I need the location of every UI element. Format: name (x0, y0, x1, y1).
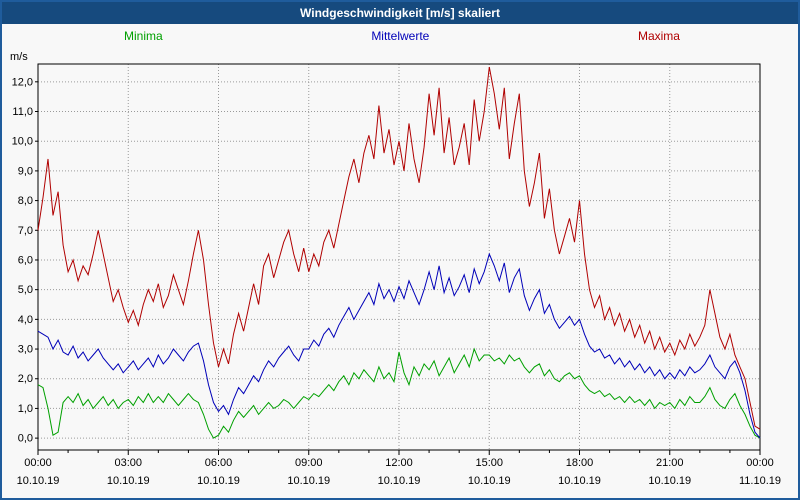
series-mittelwerte-line (37, 252, 761, 439)
legend-minima: Minima (124, 29, 163, 43)
x-tick-time-label: 12:00 (385, 457, 413, 469)
y-tick-label: 1,0 (18, 403, 33, 415)
x-tick-time-label: 18:00 (566, 457, 594, 469)
y-tick-label: 5,0 (18, 284, 33, 296)
y-tick-label: 7,0 (18, 225, 33, 237)
x-tick-date-label: 10.10.19 (468, 475, 511, 487)
x-tick-date-label: 10.10.19 (648, 475, 691, 487)
series-lines (37, 66, 761, 439)
legend-maxima: Maxima (637, 29, 680, 43)
x-tick-time-label: 21:00 (656, 457, 684, 469)
legend-mittelwerte: Mittelwerte (371, 29, 430, 43)
y-axis-unit-label: m/s (10, 51, 28, 63)
series-maxima-line (37, 66, 761, 430)
x-tick-date-label: 10.10.19 (378, 475, 421, 487)
y-tick-label: 10,0 (12, 136, 33, 148)
x-tick-time-label: 00:00 (24, 457, 52, 469)
x-tick-time-label: 15:00 (475, 457, 503, 469)
x-tick-date-label: 11.10.19 (739, 475, 781, 487)
x-tick-date-label: 10.10.19 (17, 475, 60, 487)
chart-title: Windgeschwindigkeit [m/s] skaliert (2, 2, 798, 24)
y-tick-label: 12,0 (12, 76, 33, 88)
wind-speed-chart: 0,0 1,0 2,0 3,0 4,0 5,0 6,0 7,0 8,0 9,0 10,0 11,0 12… (10, 51, 781, 487)
y-tick-label: 4,0 (18, 314, 33, 326)
grid-lines (35, 64, 761, 455)
x-tick-date-label: 10.10.19 (107, 475, 150, 487)
series-minima-line (37, 347, 761, 439)
plot-border (37, 63, 761, 451)
y-tick-label: 2,0 (18, 373, 33, 385)
y-tick-label: 9,0 (18, 165, 33, 177)
y-tick-label: 0,0 (18, 433, 33, 445)
y-tick-label: 6,0 (18, 254, 33, 266)
x-tick-time-label: 03:00 (114, 457, 142, 469)
x-tick-time-label: 00:00 (746, 457, 774, 469)
legend: Minima Mittelwerte Maxima (2, 24, 798, 48)
y-tick-label: 3,0 (18, 344, 33, 356)
y-tick-label: 11,0 (12, 106, 33, 118)
x-tick-time-label: 09:00 (295, 457, 323, 469)
x-tick-date-label: 10.10.19 (197, 475, 240, 487)
y-tick-label: 8,0 (18, 195, 33, 207)
x-tick-date-label: 10.10.19 (558, 475, 601, 487)
x-tick-date-label: 10.10.19 (287, 475, 330, 487)
x-tick-time-label: 06:00 (205, 457, 233, 469)
axis-labels: 0,0 1,0 2,0 3,0 4,0 5,0 6,0 7,0 8,0 9,0 10,0 11,0 12… (10, 51, 781, 487)
